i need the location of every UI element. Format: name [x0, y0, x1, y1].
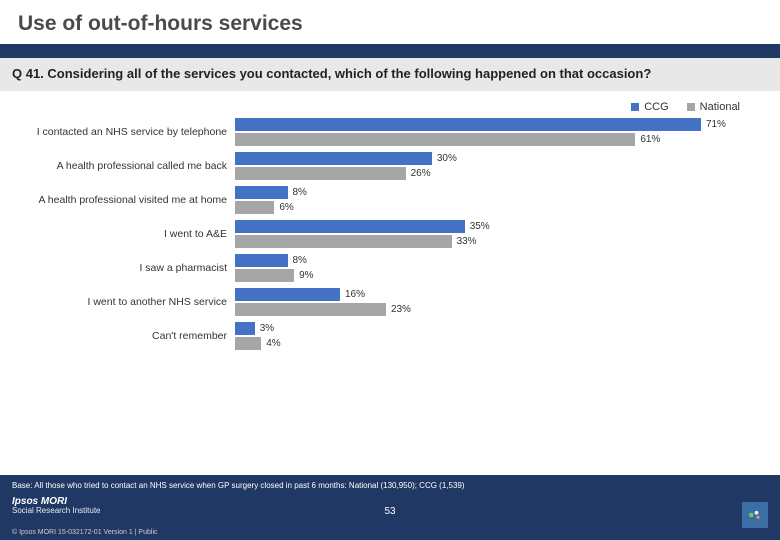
bar-group: 8%6%	[235, 185, 760, 215]
bar-ccg	[235, 152, 432, 165]
bar-wrap-ccg: 3%	[235, 321, 760, 336]
bar-national	[235, 133, 635, 146]
bar-national	[235, 269, 294, 282]
bar-ccg	[235, 254, 288, 267]
bar-wrap-ccg: 71%	[235, 117, 760, 132]
bar-national	[235, 167, 406, 180]
footer-meta: © Ipsos MORI 15-032172-01 Version 1 | Pu…	[12, 529, 158, 536]
bar-wrap-national: 33%	[235, 234, 760, 249]
bar-value-ccg: 8%	[288, 187, 307, 198]
chart-row: A health professional called me back30%2…	[0, 151, 760, 181]
bar-value-ccg: 8%	[288, 255, 307, 266]
chart-row: I went to another NHS service 16% 23%	[0, 287, 760, 317]
bar-group: 35%33%	[235, 219, 760, 249]
bar-ccg	[235, 118, 701, 131]
category-label: I contacted an NHS service by telephone	[0, 117, 235, 147]
bar-value-ccg: 3%	[255, 323, 274, 334]
bar-group: 8%9%	[235, 253, 760, 283]
bar-wrap-national: 4%	[235, 336, 760, 351]
chart-row: Can't remember3%4%	[0, 321, 760, 351]
bar-value-national: 6%	[274, 202, 293, 213]
question-text: Q 41. Considering all of the services yo…	[12, 66, 768, 83]
chart-row: I went to A&E35%33%	[0, 219, 760, 249]
page-number: 53	[384, 506, 395, 517]
bar-value-national: 26%	[406, 168, 431, 179]
bar-chart: I contacted an NHS service by telephone7…	[0, 117, 780, 351]
chart-row: I contacted an NHS service by telephone7…	[0, 117, 760, 147]
base-text: Base: All those who tried to contact an …	[0, 475, 780, 492]
category-label: A health professional visited me at home	[0, 185, 235, 215]
bar-ccg	[235, 186, 288, 199]
bar-national	[235, 201, 274, 214]
legend-ccg: CCG	[631, 101, 668, 113]
bar-ccg	[235, 288, 340, 301]
bar-ccg	[235, 322, 255, 335]
bar-value-ccg: 35%	[465, 221, 490, 232]
legend-swatch-ccg	[631, 103, 639, 111]
bar-wrap-ccg: 8%	[235, 185, 760, 200]
legend-label-ccg: CCG	[644, 101, 668, 113]
category-label: I went to A&E	[0, 219, 235, 249]
bar-wrap-national: 23%	[235, 302, 760, 317]
bar-value-national: 33%	[452, 236, 477, 247]
legend-swatch-national	[687, 103, 695, 111]
category-label: I saw a pharmacist	[0, 253, 235, 283]
chart-row: A health professional visited me at home…	[0, 185, 760, 215]
category-label: A health professional called me back	[0, 151, 235, 181]
bar-group: 3%4%	[235, 321, 760, 351]
category-label: Can't remember	[0, 321, 235, 351]
bar-group: 30%26%	[235, 151, 760, 181]
question-box: Q 41. Considering all of the services yo…	[0, 58, 780, 91]
chart-legend: CCG National	[0, 97, 780, 117]
bar-value-national: 4%	[261, 338, 280, 349]
bar-value-national: 23%	[386, 304, 411, 315]
bar-national	[235, 235, 452, 248]
category-label: I went to another NHS service	[0, 287, 235, 317]
footer: Ipsos MORI Social Research Institute 53 …	[0, 492, 780, 540]
bar-value-national: 61%	[635, 134, 660, 145]
bar-value-ccg: 30%	[432, 153, 457, 164]
legend-label-national: National	[700, 101, 740, 113]
chart-row: I saw a pharmacist8%9%	[0, 253, 760, 283]
bar-national	[235, 303, 386, 316]
legend-national: National	[687, 101, 740, 113]
bar-wrap-national: 61%	[235, 132, 760, 147]
bar-wrap-ccg: 16%	[235, 287, 760, 302]
ipsos-logo	[742, 502, 768, 528]
bar-wrap-national: 6%	[235, 200, 760, 215]
bar-value-ccg: 16%	[340, 289, 365, 300]
bar-group: 16% 23%	[235, 287, 760, 317]
bar-value-ccg: 71%	[701, 119, 726, 130]
bar-wrap-national: 26%	[235, 166, 760, 181]
bar-national	[235, 337, 261, 350]
bar-wrap-national: 9%	[235, 268, 760, 283]
header-strip	[0, 44, 780, 58]
bar-wrap-ccg: 35%	[235, 219, 760, 234]
bar-ccg	[235, 220, 465, 233]
bar-wrap-ccg: 8%	[235, 253, 760, 268]
bar-group: 71% 61%	[235, 117, 760, 147]
bar-value-national: 9%	[294, 270, 313, 281]
bar-wrap-ccg: 30%	[235, 151, 760, 166]
page-title: Use of out-of-hours services	[18, 12, 762, 36]
